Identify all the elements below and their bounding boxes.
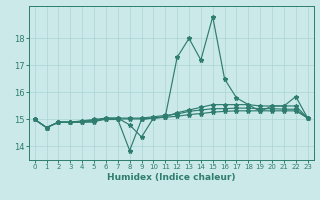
X-axis label: Humidex (Indice chaleur): Humidex (Indice chaleur) bbox=[107, 173, 236, 182]
